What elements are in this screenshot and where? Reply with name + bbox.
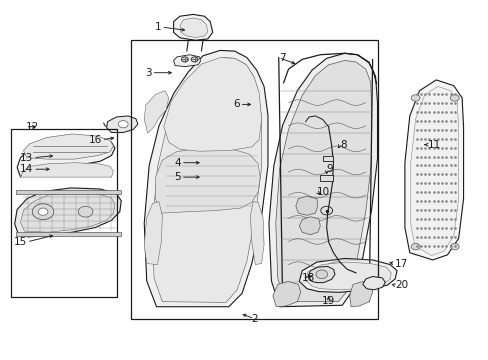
Text: 20: 20	[394, 280, 407, 290]
Polygon shape	[163, 58, 261, 151]
Polygon shape	[144, 202, 162, 265]
Text: 18: 18	[302, 273, 315, 283]
Polygon shape	[15, 188, 121, 237]
Polygon shape	[144, 50, 267, 307]
Polygon shape	[173, 14, 212, 40]
Polygon shape	[299, 258, 396, 292]
Circle shape	[410, 243, 419, 250]
Text: 1: 1	[154, 22, 161, 32]
Circle shape	[315, 270, 327, 279]
Text: 17: 17	[394, 258, 407, 269]
Polygon shape	[20, 163, 113, 177]
Text: 11: 11	[427, 140, 440, 150]
Polygon shape	[295, 196, 317, 215]
Text: 13: 13	[20, 153, 33, 163]
Circle shape	[449, 95, 458, 101]
Text: 12: 12	[25, 122, 39, 132]
Text: 10: 10	[316, 186, 329, 197]
Text: 2: 2	[250, 314, 257, 324]
Polygon shape	[106, 116, 138, 132]
Polygon shape	[17, 138, 115, 177]
Bar	[131, 40, 377, 319]
Text: 5: 5	[174, 172, 181, 182]
Polygon shape	[275, 60, 371, 302]
Polygon shape	[410, 86, 458, 256]
Polygon shape	[272, 282, 300, 307]
Polygon shape	[250, 202, 264, 265]
Polygon shape	[322, 156, 333, 161]
Polygon shape	[20, 193, 115, 232]
Circle shape	[32, 204, 54, 220]
Polygon shape	[173, 55, 200, 67]
Circle shape	[181, 57, 188, 62]
Polygon shape	[144, 91, 168, 133]
Bar	[16, 232, 121, 236]
Text: 4: 4	[174, 158, 181, 168]
Circle shape	[410, 95, 419, 101]
Bar	[16, 190, 121, 194]
Polygon shape	[299, 217, 320, 235]
Text: 6: 6	[232, 99, 239, 109]
Text: 3: 3	[144, 68, 151, 78]
Text: 9: 9	[326, 164, 333, 174]
Text: 16: 16	[88, 135, 102, 145]
Text: 7: 7	[278, 53, 285, 63]
Polygon shape	[320, 175, 333, 181]
Text: 14: 14	[20, 164, 33, 174]
Polygon shape	[268, 53, 377, 307]
Bar	[11, 129, 117, 297]
Polygon shape	[307, 266, 334, 283]
Text: 19: 19	[321, 296, 335, 306]
Circle shape	[118, 121, 128, 128]
Circle shape	[38, 208, 48, 215]
Circle shape	[191, 57, 198, 62]
Polygon shape	[404, 80, 463, 260]
Polygon shape	[180, 18, 207, 37]
Polygon shape	[23, 134, 113, 159]
Circle shape	[449, 243, 458, 250]
Polygon shape	[155, 148, 260, 213]
Polygon shape	[305, 262, 390, 290]
Polygon shape	[362, 276, 385, 290]
Polygon shape	[152, 58, 261, 302]
Text: 8: 8	[339, 140, 346, 150]
Text: 15: 15	[14, 237, 27, 247]
Polygon shape	[349, 282, 372, 307]
Circle shape	[78, 206, 93, 217]
